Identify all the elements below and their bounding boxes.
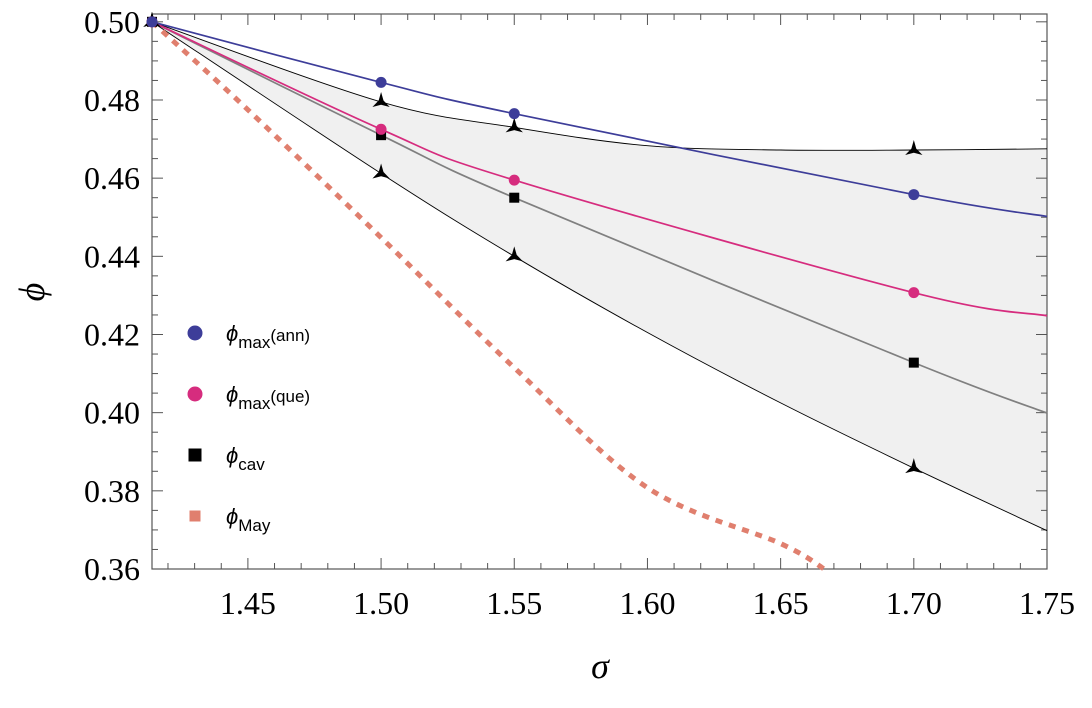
x-tick-label: 1.60 [619,585,675,621]
tick-labels: 1.45 1.50 1.55 1.60 1.65 1.70 1.75 0.36 0.38 0.40… [84,4,1075,621]
marker-lower [505,246,523,262]
y-tick-label: 0.48 [84,82,140,118]
x-tick-label: 1.50 [353,585,409,621]
marker-upper [905,140,923,156]
marker-upper [505,117,523,133]
series-line-que [151,21,1048,317]
series-line-may [150,19,828,573]
x-tick-label: 1.45 [220,585,276,621]
marker-que [908,287,920,299]
legend-label-ann: ϕmax(ann) [226,321,310,352]
series-markers [143,11,923,474]
y-tick-label: 0.44 [84,238,140,274]
marker-que [508,174,520,186]
marker-cav [908,357,919,368]
y-tick-label: 0.42 [84,316,140,352]
legend-marker-que [187,386,203,402]
legend-subscript: cav [238,455,265,474]
legend-symbol: ϕ [226,443,238,468]
marker-lower [905,458,923,474]
legend-marker-ann [187,325,203,341]
x-tick-label: 1.70 [886,585,942,621]
marker-lower [372,163,390,179]
legend-label-may: ϕMay [226,504,271,535]
y-axis-title: ϕ [12,283,52,302]
legend-paren: (que) [270,387,310,406]
marker-ann [146,16,158,28]
legend-paren: (ann) [270,326,310,345]
y-tick-label: 0.46 [84,160,140,196]
y-tick-label: 0.36 [84,551,140,587]
y-tick-label: 0.50 [84,4,140,40]
x-tick-label: 1.75 [1019,585,1075,621]
series-line-ann [151,20,1048,218]
legend-label-que: ϕmax(que) [226,382,310,413]
x-tick-label: 1.55 [486,585,542,621]
y-tick-label: 0.40 [84,395,140,431]
legend-symbol: ϕ [226,504,238,529]
marker-upper [372,91,390,107]
x-axis-title: σ [591,646,610,686]
legend-label-cav: ϕcav [226,443,265,474]
legend-marker-may [189,510,201,522]
legend-subscript: max [238,333,271,352]
legend-symbol: ϕ [226,321,238,346]
series-line-cav [151,21,1048,414]
legend-marker-cav [188,448,202,462]
marker-ann [508,108,520,120]
shaded-band-layer [152,21,1047,531]
legend-subscript: May [238,516,271,535]
x-tick-label: 1.65 [753,585,809,621]
marker-que [375,123,387,135]
marker-cav [376,130,387,141]
legend-subscript: max [238,394,271,413]
y-tick-label: 0.38 [84,473,140,509]
plot-frame [151,13,1048,570]
uncertainty-band [152,21,1047,531]
marker-ann [375,76,387,88]
marker-cav [509,192,520,203]
legend-symbol: ϕ [226,382,238,407]
marker-ann [908,189,920,201]
